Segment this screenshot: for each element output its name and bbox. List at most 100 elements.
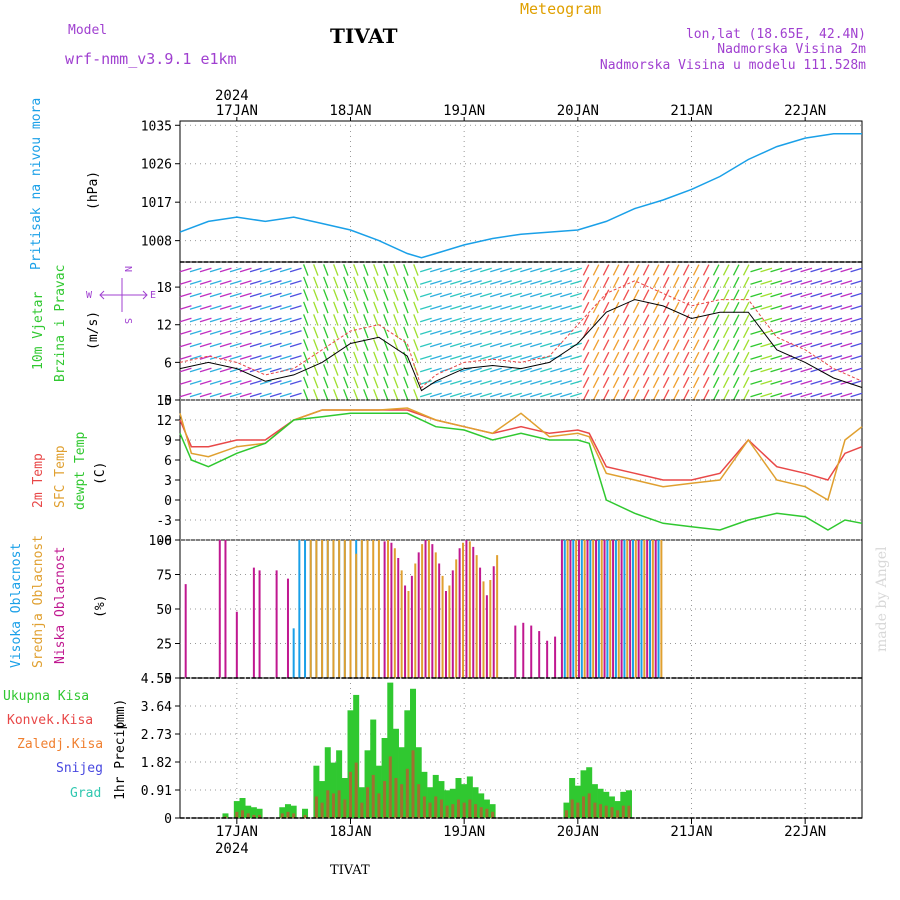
wind-arrow xyxy=(229,305,242,310)
wind-arrow xyxy=(229,380,242,385)
wind-arrow xyxy=(363,326,369,339)
precip-total-bar xyxy=(404,710,411,818)
wind-arrow xyxy=(632,389,640,401)
wind-arrow xyxy=(470,305,482,310)
wind-arrow xyxy=(440,267,452,273)
precip-conv-bar xyxy=(337,790,341,818)
wind-arrow xyxy=(470,317,482,323)
precip-total-bar xyxy=(387,682,394,818)
wind-arrow xyxy=(820,380,833,385)
wind-arrow xyxy=(692,264,700,276)
wind-arrow xyxy=(440,355,452,360)
precip-total-bar xyxy=(398,747,405,818)
y-tick-label: 25 xyxy=(156,638,172,653)
wind-arrow xyxy=(249,342,262,348)
wind-arrow xyxy=(612,326,620,339)
wind-arrow xyxy=(742,364,750,376)
wind-arrow xyxy=(810,330,823,335)
precip-conv-bar xyxy=(411,750,415,818)
wind-arrow xyxy=(592,314,600,326)
wind-arrow xyxy=(480,330,492,335)
wind-arrow xyxy=(582,276,590,289)
wind-arrow xyxy=(742,301,750,314)
wind-arrow xyxy=(363,289,369,301)
wind-arrow xyxy=(429,342,442,348)
wind-arrow xyxy=(343,314,349,326)
wind-arrow xyxy=(199,267,212,273)
wind-arrow xyxy=(199,305,212,310)
wind-arrow xyxy=(770,330,783,335)
wind-arrow xyxy=(393,326,399,339)
wind-arrow xyxy=(780,355,793,360)
wind-arrow xyxy=(333,364,339,376)
wind-arrow xyxy=(582,264,590,276)
wind-arrow xyxy=(323,339,329,351)
wind-arrow xyxy=(490,305,502,310)
wind-arrow xyxy=(652,339,660,351)
top-day-label: 22JAN xyxy=(784,103,826,119)
wind-arrow xyxy=(313,314,319,326)
wind-arrow xyxy=(383,389,389,401)
wind-ylabel: 10m Vjetar xyxy=(31,292,46,370)
wind-arrow xyxy=(219,280,232,285)
wind-arrow xyxy=(500,292,512,298)
precip-total-bar xyxy=(302,808,309,818)
wind-arrow xyxy=(413,351,419,364)
wind-arrow xyxy=(702,376,710,389)
wind-arrow xyxy=(672,364,680,376)
wind-arrow xyxy=(259,292,272,298)
wind-arrow xyxy=(313,339,319,351)
wind-arrow xyxy=(560,342,572,348)
wind-arrow xyxy=(229,330,242,335)
precip-conv-bar xyxy=(331,793,335,818)
wind-arrow xyxy=(830,355,843,360)
wind-arrow xyxy=(480,392,492,398)
wind-arrow xyxy=(570,267,582,273)
y-tick-label: 9 xyxy=(164,434,172,449)
wind-arrow xyxy=(810,267,823,273)
wind-arrow xyxy=(229,355,242,360)
precip-conv-bar xyxy=(371,774,375,818)
precip-conv-bar xyxy=(627,805,631,818)
precip-total-bar xyxy=(472,787,479,818)
wind-arrow xyxy=(840,292,853,298)
wind-arrow xyxy=(722,389,730,401)
wind-arrow xyxy=(393,351,399,364)
wind-arrow xyxy=(343,376,349,389)
wind-arrow xyxy=(602,364,610,376)
wind-arrow xyxy=(622,389,630,401)
wind-arrow xyxy=(790,305,803,310)
wind-arrow xyxy=(540,355,552,360)
wind-arrow xyxy=(550,317,562,323)
wind-arrow xyxy=(363,376,369,389)
precip-total-bar xyxy=(574,785,581,818)
wind-arrow xyxy=(279,330,292,335)
precip-total-bar xyxy=(620,791,627,818)
wind-arrow xyxy=(692,339,700,351)
wind-arrow xyxy=(530,280,542,285)
wind-arrow xyxy=(179,305,192,310)
bottom-time-axis: 17JAN 18JAN 19JAN 20JAN 21JAN 22JAN xyxy=(216,818,826,840)
wind-arrow xyxy=(189,280,202,285)
wind-arrow xyxy=(602,351,610,364)
wind-arrow xyxy=(642,289,650,301)
wind-arrow xyxy=(582,351,590,364)
wind-arrow xyxy=(303,376,309,389)
wind-arrow xyxy=(850,392,863,398)
wind-arrow xyxy=(289,317,302,323)
wind-arrow xyxy=(500,330,512,335)
wind-arrow xyxy=(800,317,813,323)
wind-arrow xyxy=(560,292,572,298)
precip-total-bar xyxy=(353,694,360,818)
wind-arrow xyxy=(403,264,409,276)
wind-arrow xyxy=(632,339,640,351)
wind-arrow xyxy=(249,330,262,335)
precip-conv-bar xyxy=(587,793,591,818)
precip-conv-bar xyxy=(621,805,625,818)
wind-arrow xyxy=(632,301,640,314)
wind-arrow xyxy=(353,351,359,364)
wind-arrow xyxy=(530,305,542,310)
wind-arrow xyxy=(413,314,419,326)
wind-arrow xyxy=(642,326,650,339)
wind-arrow xyxy=(450,367,462,373)
